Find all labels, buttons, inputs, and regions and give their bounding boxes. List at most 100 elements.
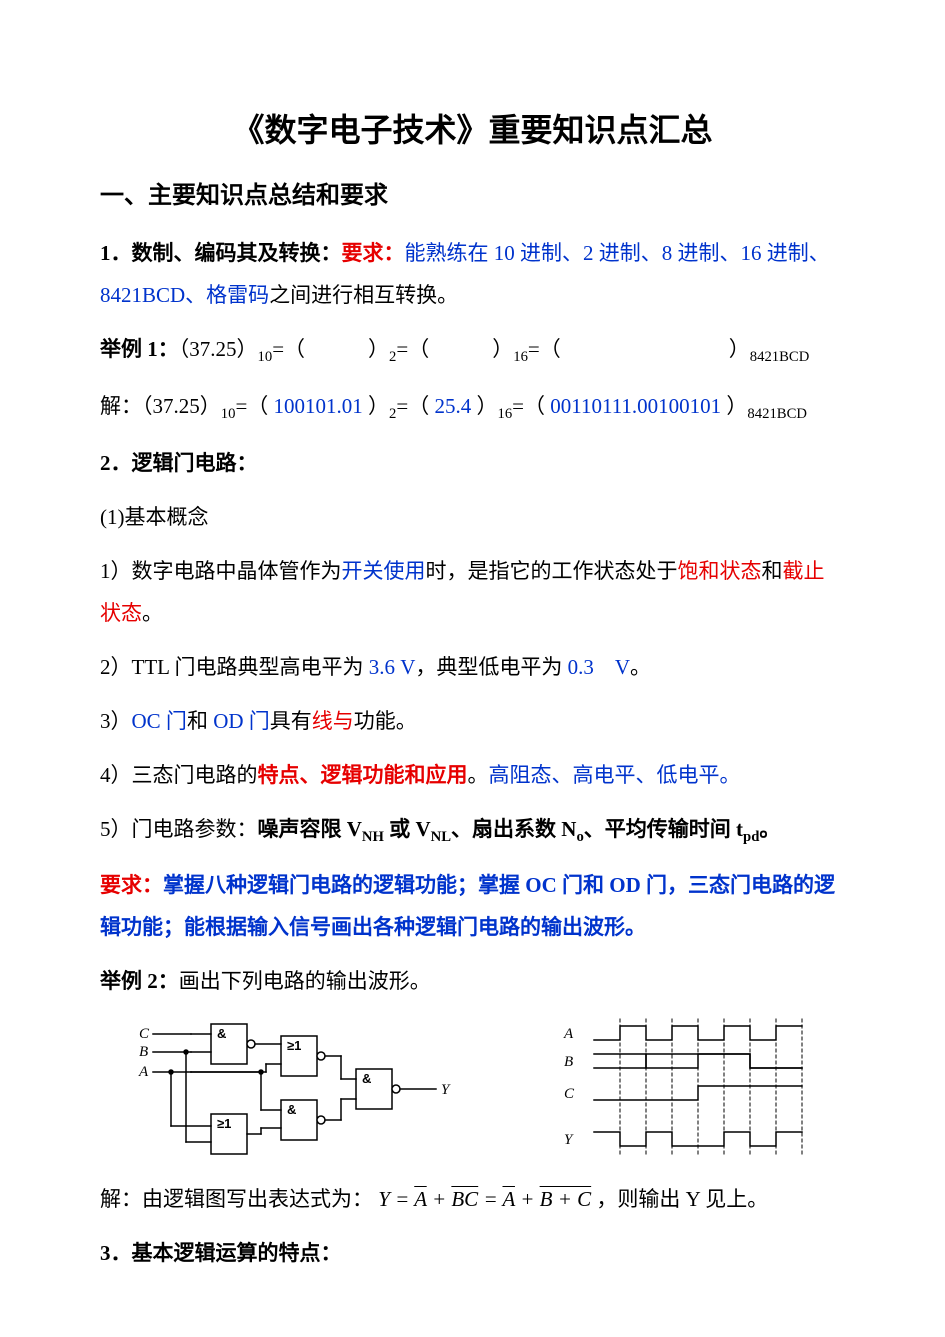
- p13-a: 解：由逻辑图写出表达式为：: [100, 1187, 373, 1211]
- p10-nl: NL: [431, 829, 451, 845]
- eq-Abar: A: [414, 1187, 426, 1211]
- svg-text:Y: Y: [564, 1132, 574, 1148]
- p3-t7: ）: [721, 394, 747, 418]
- para-14: 3．基本逻辑运算的特点：: [100, 1232, 845, 1274]
- para-3: 解：（37.25）10=（ 100101.01 ）2=（ 25.4 ）16=（ …: [100, 385, 845, 430]
- p2-t2: =（ ）: [272, 337, 389, 361]
- p6-d: 饱和状态: [678, 559, 762, 583]
- svg-text:&: &: [217, 1026, 226, 1041]
- p3-s4: 8421BCD: [747, 406, 807, 422]
- p13-b: ，则输出 Y 见上。: [596, 1187, 768, 1211]
- p8-c: 和: [187, 709, 213, 733]
- svg-text:&: &: [287, 1102, 296, 1117]
- p7-d: 0.3 V: [568, 655, 630, 679]
- eq-p1: +: [427, 1187, 452, 1211]
- para-1: 1．数制、编码其及转换：要求：能熟练在 10 进制、2 进制、8 进制、16 进…: [100, 232, 845, 316]
- para-5: (1)基本概念: [100, 496, 845, 538]
- p3-s1: 10: [221, 406, 236, 422]
- p11-a: 要求：: [100, 873, 163, 897]
- para-10: 5）门电路参数：噪声容限 VNH 或 VNL、扇出系数 No、平均传输时间 tp…: [100, 808, 845, 853]
- p10-a: 5）门电路参数：: [100, 817, 258, 841]
- waveform-diagram: ABC Y: [554, 1014, 814, 1164]
- p7-c: ，典型低电平为: [415, 655, 567, 679]
- p10-c: 或 V: [384, 817, 431, 841]
- p8-a: 3）: [100, 709, 132, 733]
- p6-g: 。: [142, 601, 163, 625]
- svg-text:A: A: [563, 1026, 574, 1042]
- p7-a: 2）TTL 门电路典型高电平为: [100, 655, 369, 679]
- p9-b: 特点、逻辑功能和应用: [258, 763, 468, 787]
- svg-text:B: B: [564, 1054, 573, 1070]
- diagram-row: CBA&≥1≥1&&Y ABCY: [100, 1014, 845, 1164]
- p3-v3: 00110111.00100101: [550, 394, 721, 418]
- para-7: 2）TTL 门电路典型高电平为 3.6 V，典型低电平为 0.3 V。: [100, 646, 845, 688]
- p1-req: 要求：: [342, 241, 405, 265]
- p10-o: o: [576, 829, 583, 845]
- svg-text:≥1: ≥1: [287, 1038, 301, 1053]
- section-1-heading: 一、主要知识点总结和要求: [100, 173, 845, 219]
- para-8: 3）OC 门和 OD 门具有线与功能。: [100, 700, 845, 742]
- eq-BCbar: BC: [451, 1187, 478, 1211]
- p1-label: 1．数制、编码其及转换：: [100, 241, 342, 265]
- p8-e: 具有: [270, 709, 312, 733]
- logic-circuit-diagram: CBA&≥1≥1&&Y: [131, 1014, 461, 1164]
- p6-b: 开关使用: [342, 559, 426, 583]
- p12-a: 举例 2：: [100, 969, 179, 993]
- p2-t4: =（ ）: [528, 337, 750, 361]
- p10-e: 、平均传输时间 t: [584, 817, 743, 841]
- p6-e: 和: [762, 559, 783, 583]
- para-4: 2．逻辑门电路：: [100, 442, 845, 484]
- p11-b: 掌握八种逻辑门电路的逻辑功能；掌握 OC 门和 OD 门，三态门电路的逻辑功能；…: [100, 873, 835, 939]
- p2-s1: 10: [258, 350, 273, 366]
- p3-t6: =（: [512, 394, 550, 418]
- p2-s3: 16: [513, 350, 528, 366]
- p8-d: OD 门: [213, 709, 270, 733]
- p7-e: 。: [630, 655, 651, 679]
- p9-d: 高阻态、高电平、低电平。: [489, 763, 741, 787]
- p8-f: 线与: [312, 709, 354, 733]
- p3-t2: =（: [235, 394, 273, 418]
- p3-t4: =（: [396, 394, 434, 418]
- para-13: 解：由逻辑图写出表达式为： Y = A + BC = A + B + C ，则输…: [100, 1178, 845, 1220]
- eq-BpCbar: B + C: [540, 1187, 592, 1211]
- p3-v1: 100101.01: [274, 394, 363, 418]
- p3-t1: 解：（37.25）: [100, 394, 221, 418]
- p3-v2: 25.4: [434, 394, 471, 418]
- svg-text:&: &: [362, 1071, 371, 1086]
- p1-content2: 之间进行相互转换。: [269, 283, 458, 307]
- p6-a: 1）数字电路中晶体管作为: [100, 559, 342, 583]
- eq-p2: +: [515, 1187, 540, 1211]
- p8-b: OC 门: [132, 709, 187, 733]
- svg-text:C: C: [139, 1026, 150, 1042]
- p2-t3: =（ ）: [396, 337, 513, 361]
- p2-s4: 8421BCD: [750, 350, 810, 366]
- p2-t1: （37.25）: [179, 337, 258, 361]
- p10-pd: pd: [743, 829, 759, 845]
- svg-text:≥1: ≥1: [217, 1116, 231, 1131]
- p9-c: 。: [468, 763, 489, 787]
- p10-f: 。: [759, 817, 780, 841]
- para-6: 1）数字电路中晶体管作为开关使用时，是指它的工作状态处于饱和状态和截止状态。: [100, 550, 845, 634]
- p8-g: 功能。: [354, 709, 417, 733]
- eq-Abar2: A: [503, 1187, 515, 1211]
- p7-b: 3.6 V: [369, 655, 416, 679]
- p10-nh: NH: [362, 829, 384, 845]
- eq-mid: =: [478, 1187, 502, 1211]
- para-2: 举例 1：（37.25）10=（ ）2=（ ）16=（ ）8421BCD: [100, 328, 845, 373]
- para-11: 要求：掌握八种逻辑门电路的逻辑功能；掌握 OC 门和 OD 门，三态门电路的逻辑…: [100, 864, 845, 948]
- svg-text:Y: Y: [441, 1082, 451, 1098]
- para-12: 举例 2：画出下列电路的输出波形。: [100, 960, 845, 1002]
- p3-t5: ）: [471, 394, 497, 418]
- p2-label: 举例 1：: [100, 337, 179, 361]
- para-9: 4）三态门电路的特点、逻辑功能和应用。高阻态、高电平、低电平。: [100, 754, 845, 796]
- svg-text:C: C: [564, 1086, 575, 1102]
- p13-formula: Y = A + BC = A + B + C: [378, 1187, 596, 1211]
- p10-d: 、扇出系数 N: [451, 817, 576, 841]
- eq-lhs: Y =: [378, 1187, 414, 1211]
- page-title: 《数字电子技术》重要知识点汇总: [100, 100, 845, 161]
- svg-text:B: B: [139, 1044, 148, 1060]
- p12-b: 画出下列电路的输出波形。: [179, 969, 431, 993]
- p3-s3: 16: [497, 406, 512, 422]
- p10-b: 噪声容限 V: [258, 817, 362, 841]
- p9-a: 4）三态门电路的: [100, 763, 258, 787]
